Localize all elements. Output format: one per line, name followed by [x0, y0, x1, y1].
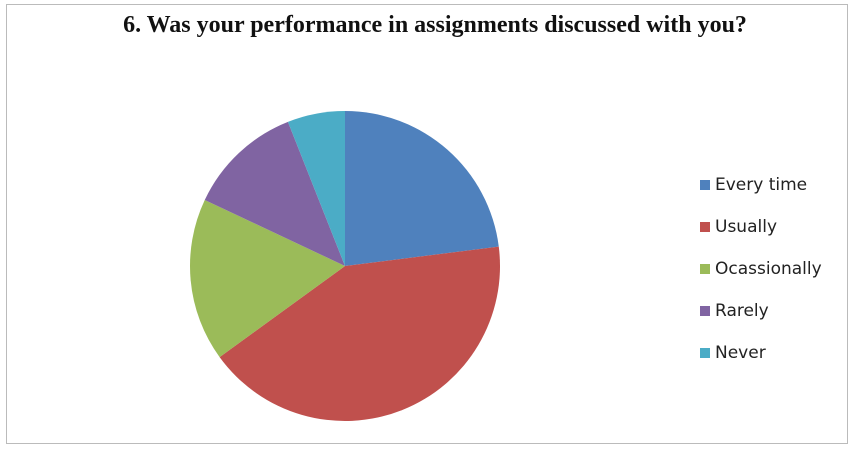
pie-slice: [287, 111, 345, 266]
chart-frame: [6, 4, 848, 444]
legend-label: Never: [715, 343, 766, 363]
pie-slice: [204, 121, 345, 266]
chart-title: 6. Was your performance in assignments d…: [123, 12, 747, 38]
pie-slice: [189, 200, 345, 358]
pie-slice: [219, 246, 501, 421]
legend-swatch: [700, 222, 710, 232]
legend-swatch: [700, 180, 710, 190]
legend-swatch: [700, 348, 710, 358]
legend-swatch: [700, 264, 710, 274]
legend-label: Usually: [715, 217, 777, 237]
legend-label: Rarely: [715, 301, 769, 321]
legend-swatch: [700, 306, 710, 316]
legend-label: Every time: [715, 175, 807, 195]
pie-slice: [345, 111, 499, 266]
legend-label: Ocassionally: [715, 259, 822, 279]
